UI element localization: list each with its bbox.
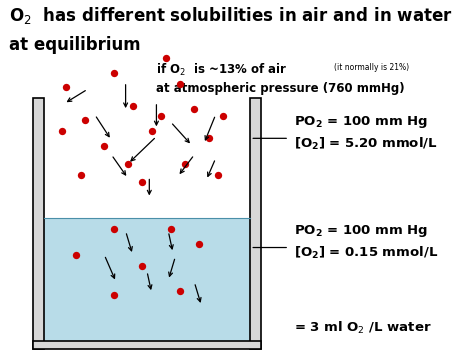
Bar [44, 98, 250, 218]
Point [58, 128, 65, 134]
Text: $\mathbf{[O_2]}$ = 0.15 mmol/L: $\mathbf{[O_2]}$ = 0.15 mmol/L [294, 245, 438, 261]
Point [82, 117, 89, 123]
Point [138, 179, 146, 185]
Point [214, 172, 222, 178]
Text: at atmospheric pressure (760 mmHg): at atmospheric pressure (760 mmHg) [156, 82, 405, 95]
Text: = 3 ml O$_2$ /L water: = 3 ml O$_2$ /L water [294, 320, 431, 336]
Bar [33, 341, 261, 349]
Text: $\mathbf{[O_2]}$ = 5.20 mmol/L: $\mathbf{[O_2]}$ = 5.20 mmol/L [294, 136, 438, 152]
Text: $\mathbf{PO_2}$ = 100 mm Hg: $\mathbf{PO_2}$ = 100 mm Hg [294, 223, 428, 239]
Point [63, 84, 70, 90]
Point [191, 106, 198, 112]
Point [72, 252, 80, 258]
Point [176, 288, 184, 294]
Point [100, 143, 108, 149]
Point [129, 103, 137, 108]
Point [195, 241, 203, 247]
Point [162, 55, 170, 61]
Text: if O$_2$  is ~13% of air: if O$_2$ is ~13% of air [156, 62, 288, 78]
Text: $\mathbf{PO_2}$ = 100 mm Hg: $\mathbf{PO_2}$ = 100 mm Hg [294, 114, 428, 130]
Point [110, 70, 118, 76]
Point [138, 263, 146, 269]
Point [181, 161, 189, 167]
Text: at equilibrium: at equilibrium [9, 36, 141, 54]
Text: (it normally is 21%): (it normally is 21%) [334, 63, 409, 72]
Point [157, 114, 165, 119]
Bar [250, 98, 261, 349]
Point [167, 226, 174, 232]
Bar [33, 98, 44, 349]
Text: O$_2$  has different solubilities in air and in water: O$_2$ has different solubilities in air … [9, 5, 453, 27]
Bar [44, 218, 250, 341]
Point [219, 114, 227, 119]
Point [110, 292, 118, 298]
Point [176, 81, 184, 87]
Point [148, 128, 155, 134]
Point [205, 135, 212, 141]
Point [124, 161, 132, 167]
Point [110, 226, 118, 232]
Point [77, 172, 84, 178]
